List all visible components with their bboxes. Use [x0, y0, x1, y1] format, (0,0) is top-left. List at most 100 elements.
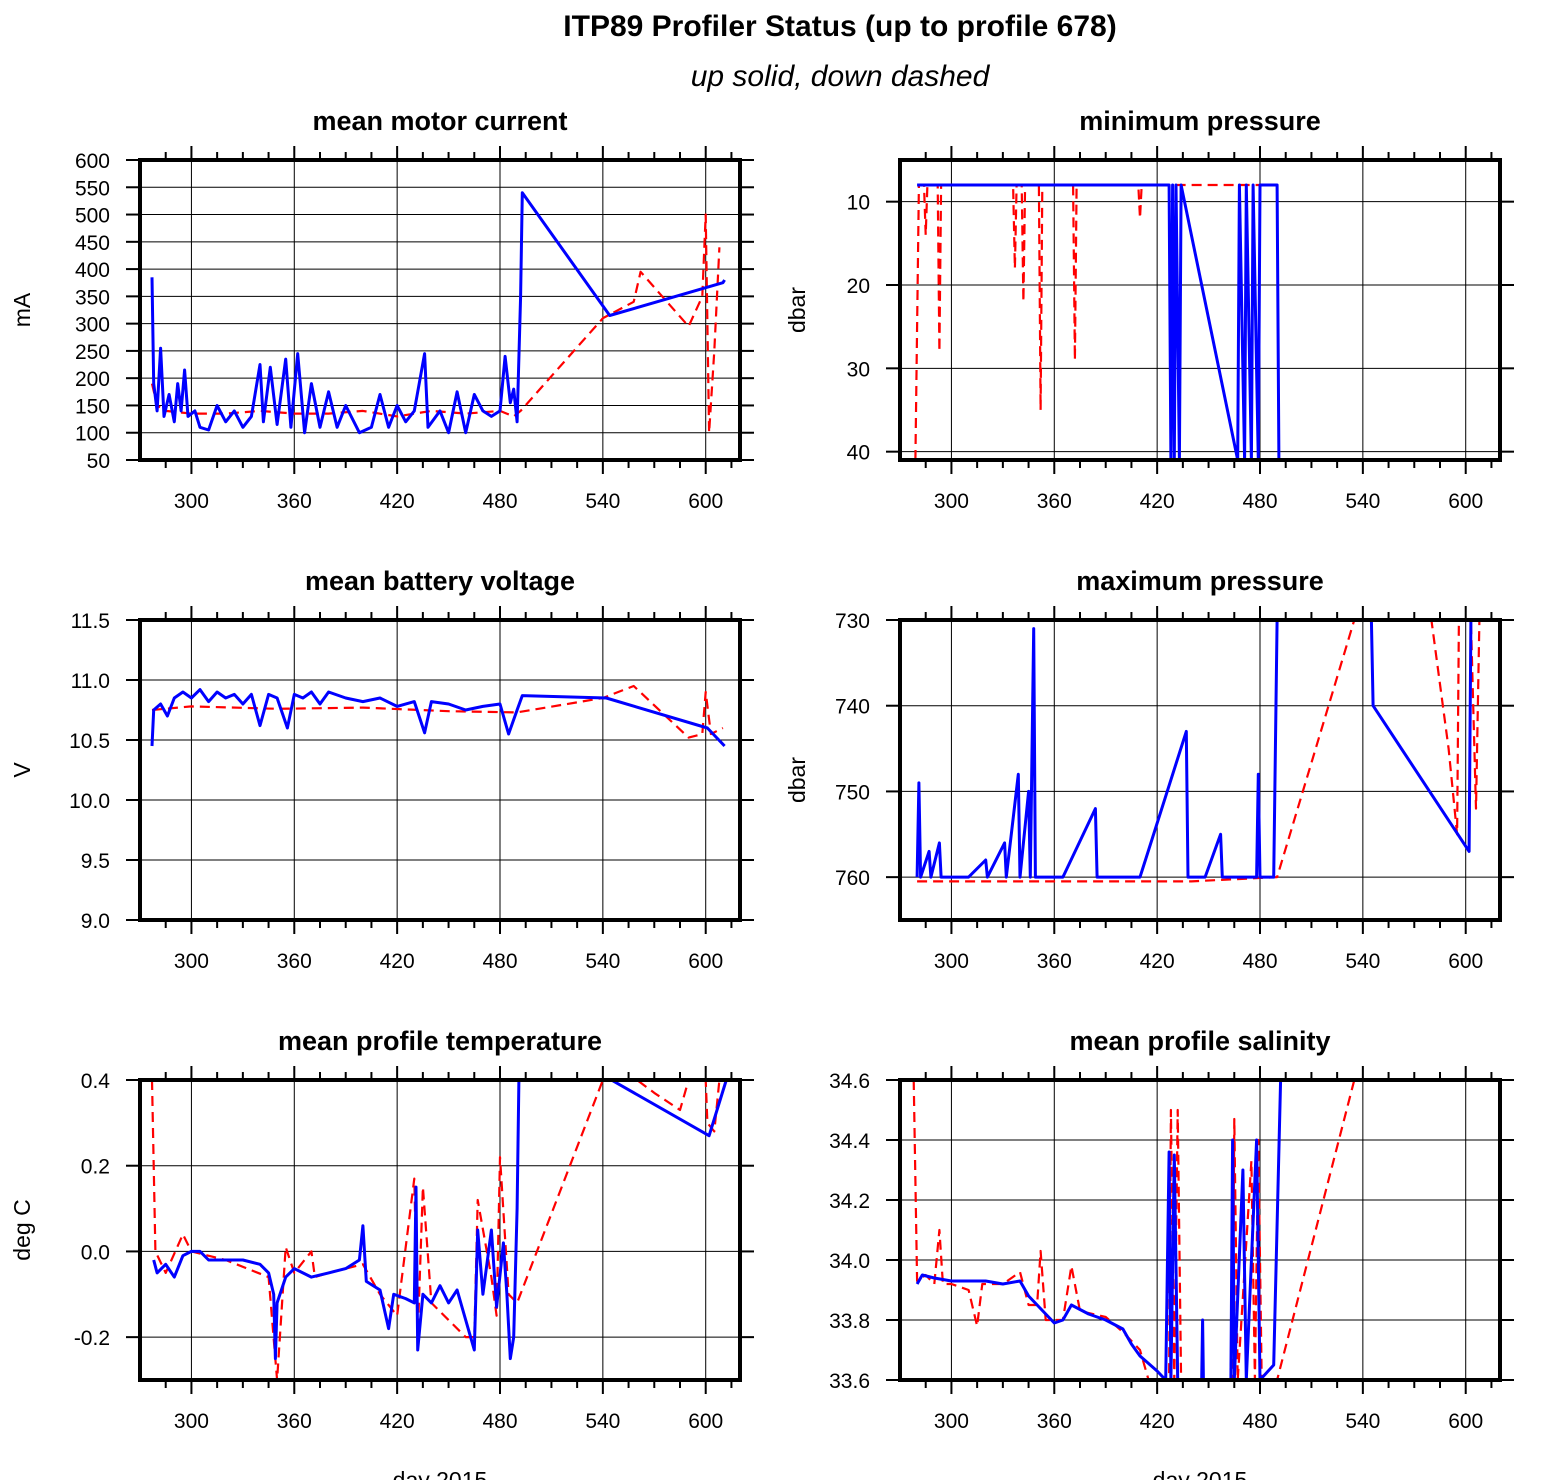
y-tick-label: 740: [835, 696, 870, 719]
x-tick-label: 300: [174, 490, 209, 513]
panel-3: maximum pressure 300 360 420 480 540 600 730 740…: [784, 566, 1514, 973]
y-tick-label: 250: [75, 341, 110, 364]
y-tick-label: 34.0: [829, 1250, 870, 1273]
x-tick-label: 420: [1140, 1410, 1175, 1433]
x-tick-label: 360: [277, 950, 312, 973]
series-group: [915, 620, 1481, 883]
x-tick-label: 540: [585, 1410, 620, 1433]
plot-frame: [898, 158, 1502, 462]
plot-frame: [898, 618, 1502, 922]
y-axis-label: dbar: [784, 757, 810, 803]
x-tick-label: 540: [1345, 1410, 1380, 1433]
y-tick-label: 600: [75, 150, 110, 173]
series-down-line: [917, 620, 1481, 883]
y-tick-label: 9.0: [81, 910, 110, 933]
series-down-line: [912, 1080, 1356, 1380]
series-up-line: [150, 191, 726, 435]
series-up-line: [915, 1080, 1283, 1380]
x-tick-label: 600: [1448, 1410, 1483, 1433]
panel-title: mean motor current: [312, 106, 567, 136]
panel-title: mean battery voltage: [305, 566, 575, 596]
x-tick-label: 360: [277, 490, 312, 513]
series-group: [914, 183, 1281, 460]
y-tick-label: -0.2: [74, 1327, 110, 1350]
series-group: [912, 1080, 1356, 1380]
panel-title: mean profile salinity: [1069, 1026, 1330, 1056]
panel-0: mean motor current 300 360 420 480 540 600 50 10…: [9, 106, 754, 513]
y-tick-label: 300: [75, 314, 110, 337]
plot-frame: [138, 1078, 742, 1382]
y-tick-label: 760: [835, 867, 870, 890]
x-tick-label: 480: [482, 950, 517, 973]
y-tick-label: 40: [847, 442, 870, 465]
panel-title: minimum pressure: [1079, 106, 1321, 136]
y-tick-label: 10.5: [69, 730, 110, 753]
y-tick-label: 34.6: [829, 1070, 870, 1093]
x-tick-label: 540: [585, 490, 620, 513]
series-down-line: [151, 684, 724, 739]
panel-title: mean profile temperature: [278, 1026, 602, 1056]
y-axis-label: V: [9, 762, 35, 778]
y-tick-label: 150: [75, 395, 110, 418]
y-tick-label: 30: [847, 358, 870, 381]
y-tick-label: 550: [75, 177, 110, 200]
x-tick-label: 360: [1037, 1410, 1072, 1433]
x-tick-label: 600: [1448, 490, 1483, 513]
x-tick-label: 420: [380, 1410, 415, 1433]
series-up-line: [152, 1080, 728, 1361]
y-tick-label: 11.0: [71, 670, 110, 693]
y-tick-label: 200: [75, 368, 110, 391]
y-tick-label: 400: [75, 259, 110, 282]
x-tick-label: 420: [1140, 950, 1175, 973]
series-down-line: [914, 183, 1281, 460]
x-tick-label: 360: [1037, 490, 1072, 513]
y-tick-label: 10.0: [69, 790, 110, 813]
y-axis-label: deg C: [9, 1199, 35, 1260]
x-tick-label: 360: [1037, 950, 1072, 973]
x-tick-label: 420: [380, 490, 415, 513]
x-tick-label: 480: [1242, 1410, 1277, 1433]
x-tick-label: 600: [688, 950, 723, 973]
x-tick-label: 480: [1242, 950, 1277, 973]
x-tick-label: 480: [1242, 490, 1277, 513]
y-tick-label: 33.6: [829, 1370, 870, 1393]
panel-title: maximum pressure: [1076, 566, 1324, 596]
chart-subtitle: up solid, down dashed: [690, 60, 990, 93]
x-tick-label: 480: [482, 490, 517, 513]
y-tick-label: 450: [75, 232, 110, 255]
x-tick-label: 600: [688, 490, 723, 513]
series-up-line: [917, 183, 1281, 460]
x-tick-label: 600: [1448, 950, 1483, 973]
y-tick-label: 9.5: [81, 850, 110, 873]
y-tick-label: 100: [75, 423, 110, 446]
y-tick-label: 34.2: [829, 1190, 870, 1213]
chart-title: ITP89 Profiler Status (up to profile 678…: [563, 10, 1117, 43]
y-tick-label: 10: [847, 192, 870, 215]
y-tick-label: 33.8: [829, 1310, 870, 1333]
x-tick-label: 540: [1345, 490, 1380, 513]
x-tick-label: 300: [174, 1410, 209, 1433]
series-group: [150, 684, 726, 748]
series-up-line: [915, 620, 1473, 879]
y-tick-label: 750: [835, 781, 870, 804]
series-group: [150, 1080, 728, 1380]
plot-frame: [138, 618, 742, 922]
x-tick-label: 300: [934, 1410, 969, 1433]
y-tick-label: 350: [75, 286, 110, 309]
y-tick-label: 11.5: [71, 610, 110, 633]
plot-frame: [138, 158, 742, 462]
series-group: [150, 191, 726, 435]
x-tick-label: 360: [277, 1410, 312, 1433]
y-tick-label: 50: [87, 450, 110, 473]
x-tick-label: 300: [934, 490, 969, 513]
y-axis-label: mA: [9, 292, 35, 327]
x-tick-label: 480: [482, 1410, 517, 1433]
panel-1: minimum pressure 300 360 420 480 540 600 10 20 30…: [784, 106, 1514, 513]
x-tick-label: 600: [688, 1410, 723, 1433]
series-down-line: [150, 1080, 721, 1380]
y-tick-label: 730: [835, 610, 870, 633]
panel-5: mean profile salinity 300 360 420 480 540 600 3…: [829, 1026, 1514, 1480]
y-tick-label: 0.2: [81, 1156, 110, 1179]
x-tick-label: 420: [1140, 490, 1175, 513]
